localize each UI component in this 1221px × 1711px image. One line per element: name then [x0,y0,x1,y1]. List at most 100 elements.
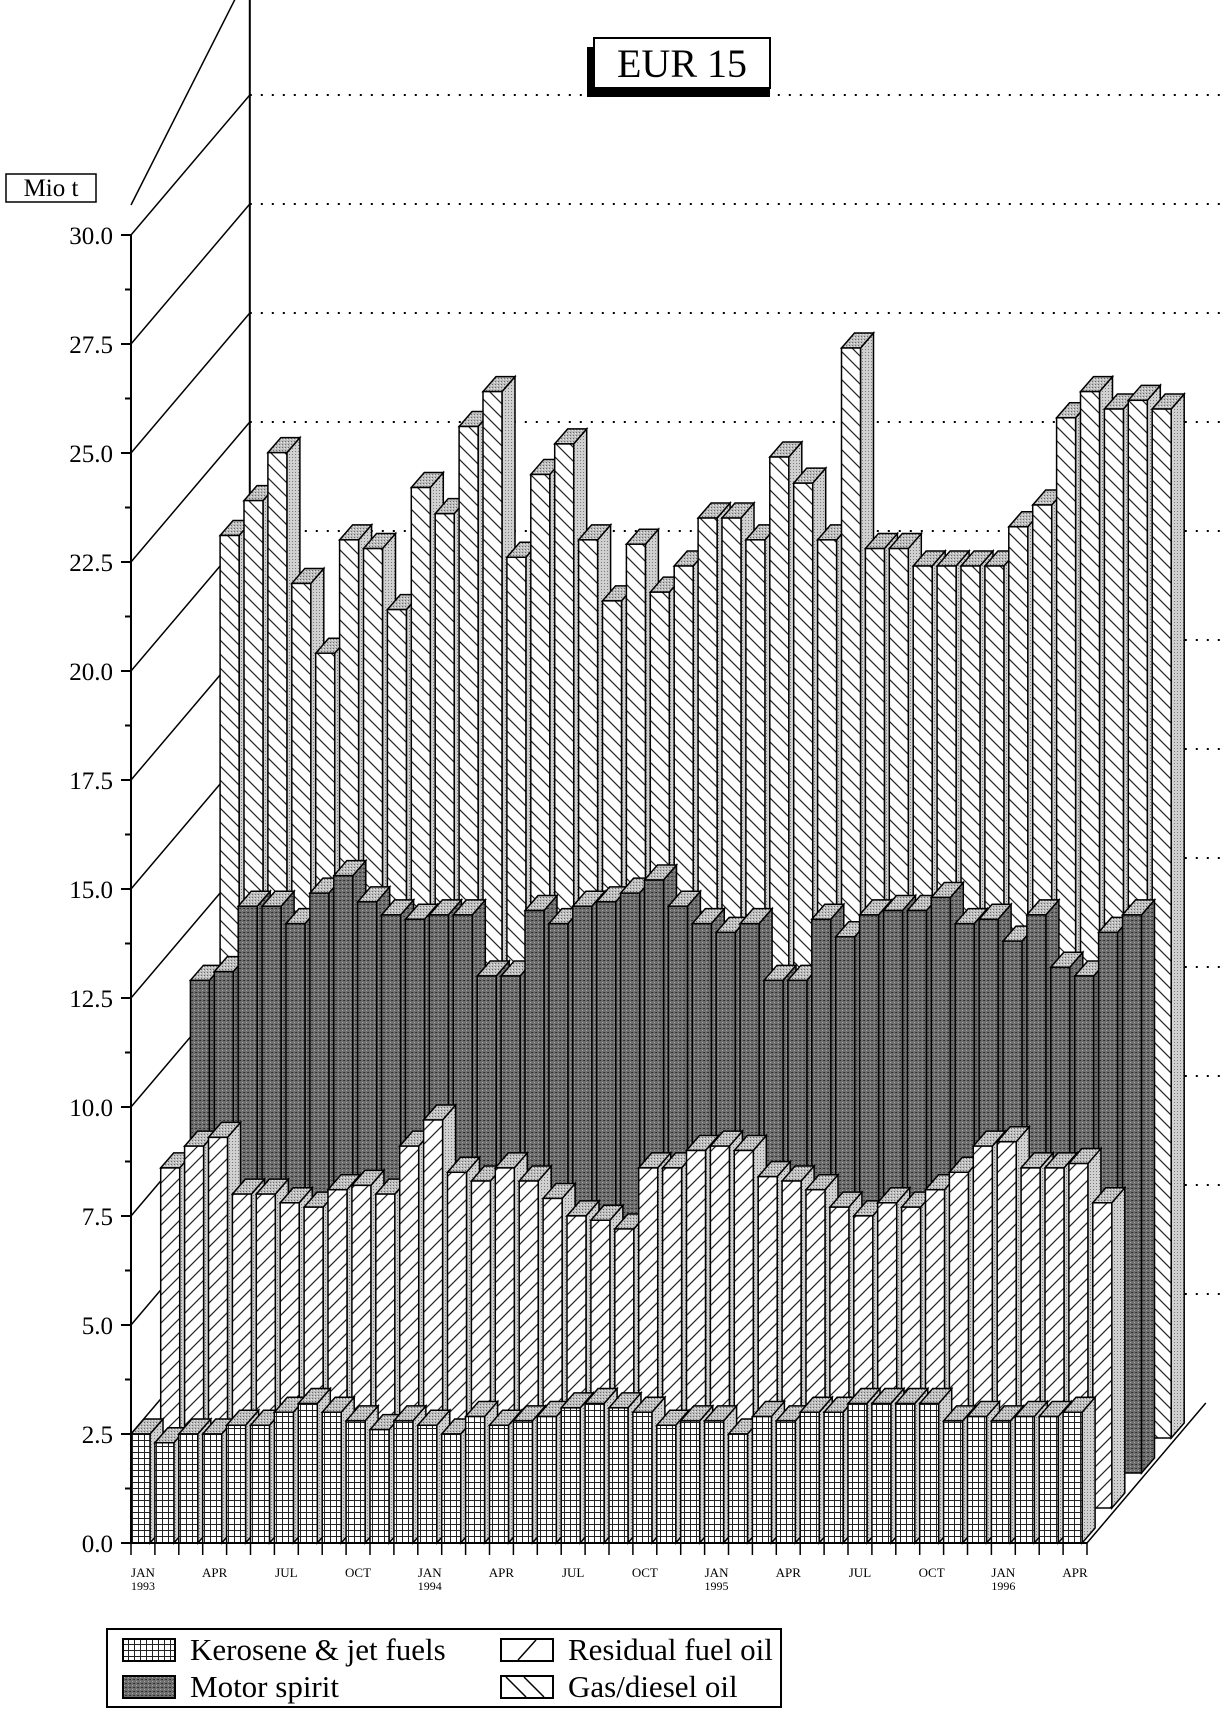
bar-front [393,1420,414,1544]
bar-front [1038,1415,1059,1544]
y-tick-label: 5.0 [82,1313,113,1340]
bar-front [225,1424,247,1544]
bar-front [895,1402,916,1544]
bar-front [990,1420,1012,1544]
bar [1150,392,1186,1441]
back-hatch-icon [500,1675,554,1699]
bar-front [154,1441,175,1544]
y-tick-label: 0.0 [82,1531,113,1558]
y-axis: 0.0 2.5 5.0 7.5 10.0 12.5 15.0 17.5 20.0 22.5 25.0… [69,223,132,1558]
bar-front [966,1415,988,1544]
side-wall-line [130,203,251,345]
x-tick-label: OCT [345,1565,371,1580]
x-tick-label: APR [776,1565,802,1580]
bar-front [1014,1415,1036,1544]
x-tick-label: JAN [991,1565,1015,1580]
forward-hatch-icon [500,1638,554,1662]
legend-label: Gas/diesel oil [568,1669,738,1704]
series-0 [129,1386,1097,1546]
bar-front [871,1402,892,1544]
bar-front [345,1420,366,1544]
x-tick-label: JAN [131,1565,155,1580]
bar-front [130,1433,151,1544]
title-box: EUR 15 [587,37,771,97]
bar-front [417,1424,438,1544]
x-tick-label: APR [1062,1565,1088,1580]
bar-side [1111,1185,1126,1511]
legend-label: Residual fuel oil [568,1632,773,1667]
bar-front [799,1411,820,1544]
chart-title: EUR 15 [617,41,747,86]
bar-front [536,1415,558,1544]
bar-front [727,1433,749,1544]
unit-label: Mio t [24,175,79,202]
bar-front [273,1411,295,1544]
side-wall-line [130,312,251,454]
bar-side [1170,392,1185,1441]
bar-front [751,1415,773,1544]
legend-item-residual: Residual fuel oil [500,1632,773,1667]
x-tick-label: JUL [275,1565,297,1580]
bar-front [608,1407,629,1544]
bar-front [464,1415,486,1544]
bar-side [1081,1395,1096,1546]
bar [1061,1395,1097,1546]
y-tick-label: 2.5 [82,1422,113,1449]
chart-bars [129,330,1186,1546]
x-tick-year: 1994 [418,1579,442,1593]
bar-front [440,1433,462,1544]
unit-label-box: Mio t [5,173,97,203]
side-wall-line [130,94,251,236]
x-tick-year: 1996 [991,1579,1015,1593]
x-tick-label: OCT [632,1565,658,1580]
bar-front [918,1402,940,1544]
grid-pattern-icon [122,1638,176,1662]
y-tick-label: 22.5 [69,550,113,577]
bar-front [369,1428,390,1544]
y-tick-label: 30.0 [69,223,113,250]
bar-side [1140,897,1156,1476]
bar-front [249,1424,271,1544]
y-tick-label: 10.0 [69,1095,113,1122]
x-tick-year: 1993 [131,1579,155,1593]
bar-front [632,1411,653,1544]
floor-edge [1086,1402,1207,1544]
y-tick-label: 17.5 [69,768,113,795]
bar-front [584,1402,605,1544]
x-tick-label: JAN [418,1565,442,1580]
bar-front [1062,1411,1083,1544]
bar-front [201,1433,223,1544]
legend-label: Motor spirit [190,1669,339,1704]
bar-front [321,1411,342,1544]
x-tick-year: 1995 [705,1579,729,1593]
bar [1120,897,1157,1476]
bar-front [703,1420,725,1544]
x-tick-label: OCT [919,1565,945,1580]
bar-front [297,1402,319,1544]
x-tick-label: JUL [849,1565,871,1580]
bar-front [847,1402,868,1544]
x-tick-label: APR [489,1565,515,1580]
legend-item-kerosene: Kerosene & jet fuels [122,1632,446,1667]
stipple-pattern-icon [122,1675,176,1699]
legend-item-motor-spirit: Motor spirit [122,1669,339,1704]
y-tick-label: 12.5 [69,986,113,1013]
bar-front [679,1420,701,1544]
side-wall-line [130,0,236,206]
y-tick-label: 25.0 [69,441,113,468]
bar-front [1092,1202,1113,1509]
bar-front [178,1433,199,1544]
bar-front [656,1424,677,1544]
legend-label: Kerosene & jet fuels [190,1632,446,1667]
bar [1091,1185,1127,1511]
x-tick-label: JAN [705,1565,729,1580]
bar-front [512,1420,534,1544]
y-tick-label: 20.0 [69,659,113,686]
bar-front [942,1420,964,1544]
legend: Kerosene & jet fuels Motor spirit Residu… [106,1628,782,1708]
y-tick-label: 7.5 [82,1204,113,1231]
bar-front [488,1424,510,1544]
y-tick-label: 15.0 [69,877,113,904]
